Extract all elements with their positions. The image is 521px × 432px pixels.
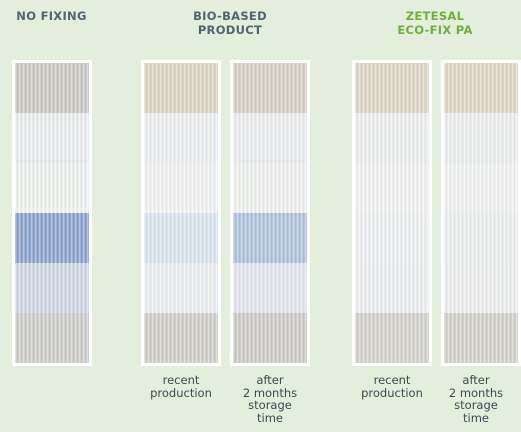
fabric-band	[233, 213, 307, 263]
swatch-no-fixing	[12, 60, 92, 366]
fabric-band	[355, 213, 429, 263]
fabric-band	[444, 213, 518, 263]
fabric-band	[15, 263, 89, 313]
fabric-band	[355, 313, 429, 363]
fabric-band	[233, 63, 307, 113]
fabric-band	[233, 113, 307, 163]
heading-no-fixing: NO FIXING	[16, 9, 87, 23]
fabric-band	[15, 313, 89, 363]
fabric-band	[233, 163, 307, 213]
fabric-band	[15, 63, 89, 113]
heading-bio-based-product: BIO-BASED PRODUCT	[193, 9, 267, 37]
fabric-band	[444, 313, 518, 363]
fabric-band	[355, 63, 429, 113]
fabric-band	[444, 63, 518, 113]
fabric-band	[144, 163, 218, 213]
caption-bio-recent: recent production	[150, 373, 212, 400]
fabric-band	[15, 213, 89, 263]
fabric-band	[144, 113, 218, 163]
fabric-band	[444, 113, 518, 163]
fabric-band	[355, 163, 429, 213]
fabric-band	[233, 263, 307, 313]
fabric-band	[355, 263, 429, 313]
swatch-zetesal-after-storage	[441, 60, 521, 366]
fabric-sample	[15, 63, 89, 363]
fabric-band	[233, 313, 307, 363]
caption-bio-after-storage: after 2 months storage time	[242, 373, 298, 425]
fabric-band	[144, 313, 218, 363]
caption-zetesal-recent: recent production	[361, 373, 423, 400]
fabric-sample	[444, 63, 518, 363]
fabric-band	[144, 213, 218, 263]
fabric-band	[144, 63, 218, 113]
fabric-band	[15, 163, 89, 213]
fabric-band	[144, 263, 218, 313]
caption-zetesal-after-storage: after 2 months storage time	[448, 373, 504, 425]
fabric-band	[15, 113, 89, 163]
swatch-zetesal-recent	[352, 60, 432, 366]
fabric-band	[444, 163, 518, 213]
swatch-bio-recent	[141, 60, 221, 366]
heading-zetesal-eco-fix-pa: ZETESAL ECO-FIX PA	[397, 9, 473, 37]
fabric-sample	[233, 63, 307, 363]
fabric-band	[444, 263, 518, 313]
swatch-bio-after-storage	[230, 60, 310, 366]
fabric-band	[355, 113, 429, 163]
fabric-sample	[144, 63, 218, 363]
fabric-sample	[355, 63, 429, 363]
